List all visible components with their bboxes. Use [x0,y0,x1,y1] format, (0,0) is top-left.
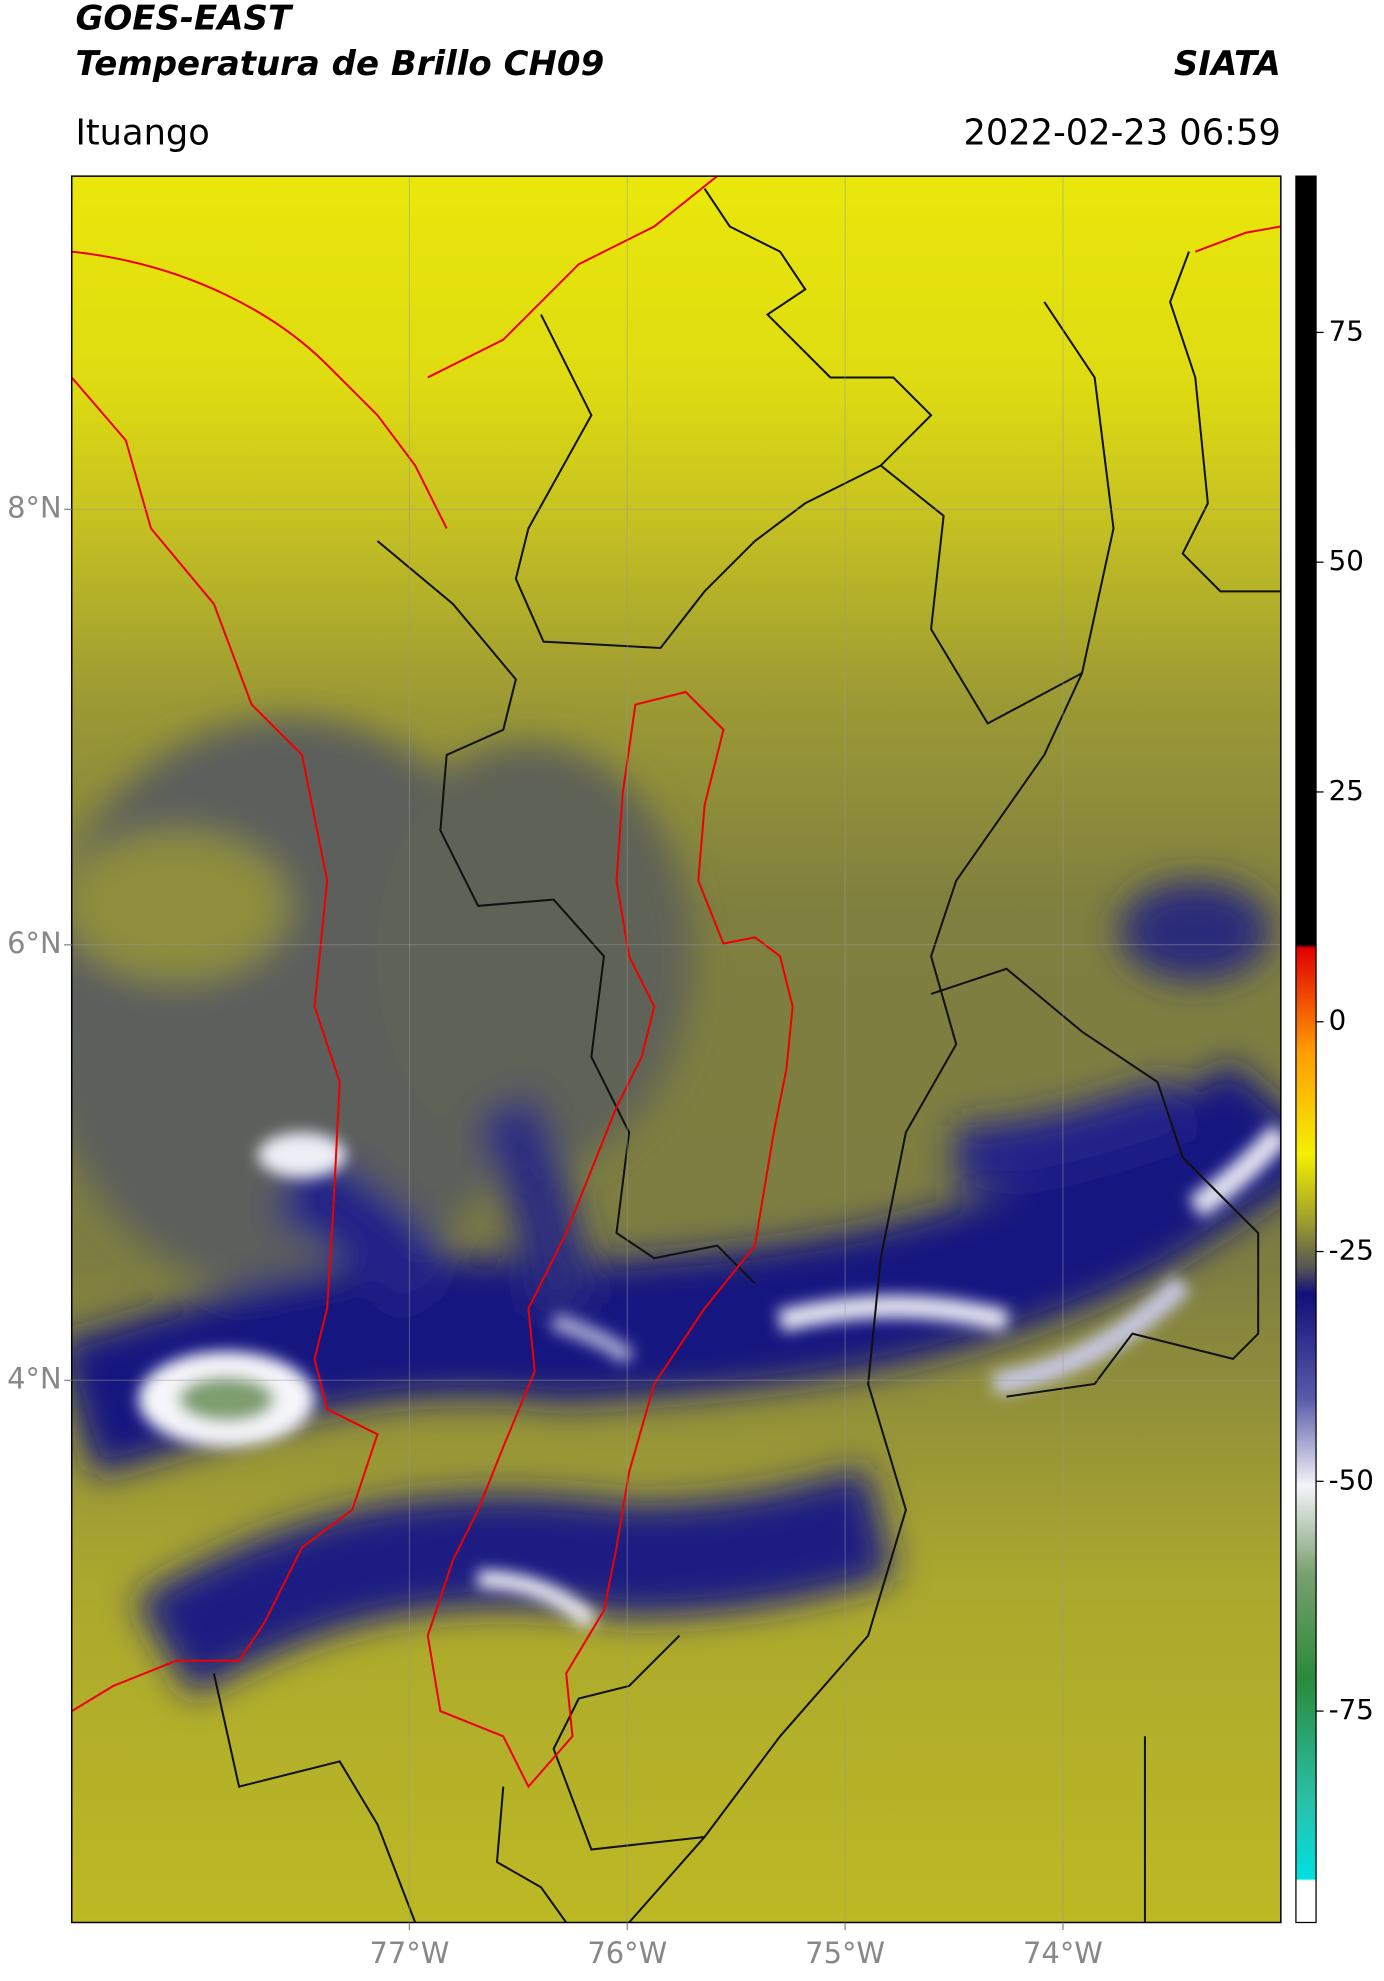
x-tick-label: 77°W [369,1936,449,1970]
subtitle: Ituango [75,113,209,154]
graticule [71,176,1281,1923]
timestamp: 2022-02-23 06:59 [963,113,1280,154]
colorbar [1295,175,1317,1924]
map-frame [70,175,1282,1924]
colorbar-tick-label: 75 [1329,314,1364,347]
red-boundaries [71,176,1281,1789]
colorbar-tick-label: -25 [1329,1234,1374,1267]
colorbar-tick-label: 25 [1329,774,1364,807]
y-tick-label: 4°N [7,1361,62,1395]
x-tick-label: 74°W [1023,1936,1103,1970]
ticks: 77°W 76°W 75°W 74°W 8°N 6°N 4°N 75 50 25 0 -25 -50 -7… [7,314,1374,1970]
colorbar-tick-label: 0 [1329,1004,1347,1037]
x-tick-label: 76°W [587,1936,667,1970]
admin-borders [212,188,1281,1923]
y-tick-label: 6°N [7,926,62,960]
cloud-field [71,717,1281,1698]
title: Temperatura de Brillo CH09 [75,44,604,84]
title: GOES-EAST [75,0,293,39]
x-tick-label: 75°W [805,1936,885,1970]
colorbar-tick-label: -75 [1329,1693,1374,1726]
y-tick-label: 8°N [7,490,62,524]
title-right: SIATA [1174,44,1281,84]
colorbar-tick-label: -50 [1329,1463,1374,1496]
cloud-cores [138,1123,1281,1630]
colorbar-tick-label: 50 [1329,544,1364,577]
map [71,176,1281,1923]
